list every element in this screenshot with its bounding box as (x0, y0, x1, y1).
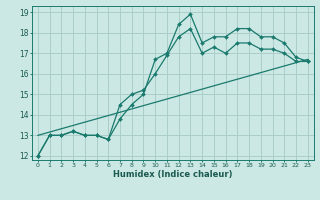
X-axis label: Humidex (Indice chaleur): Humidex (Indice chaleur) (113, 170, 233, 179)
